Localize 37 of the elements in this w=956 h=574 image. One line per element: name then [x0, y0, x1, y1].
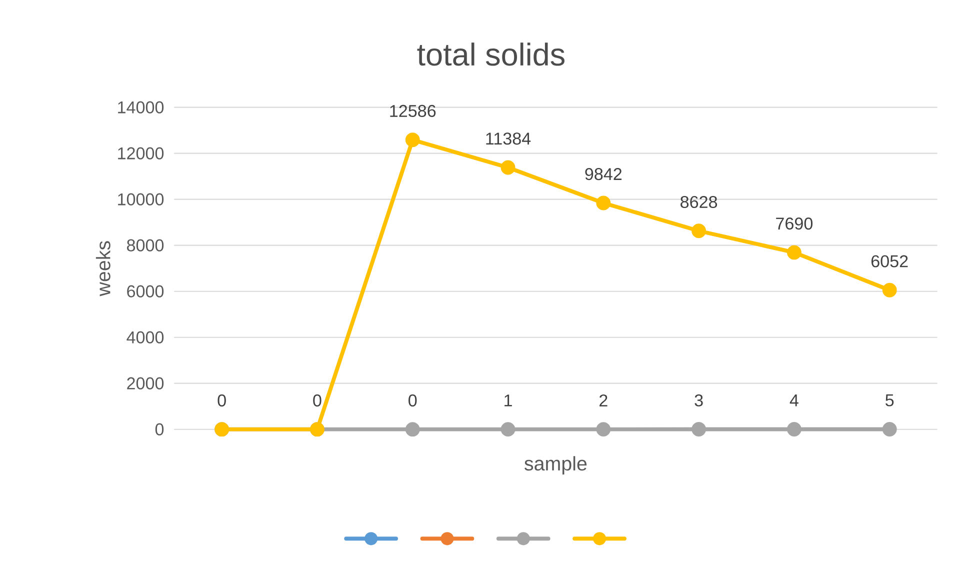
data-label: 6052: [871, 255, 908, 268]
data-label: 4: [790, 394, 798, 406]
point: [405, 422, 420, 437]
point: [596, 422, 611, 436]
chart-title: total solids: [417, 42, 564, 66]
y-axis-title: weeks: [96, 241, 110, 296]
data-label: 7690: [776, 217, 813, 230]
y-tick-label: 8000: [127, 239, 164, 252]
data-label: 9842: [585, 168, 622, 180]
data-label: 1: [504, 394, 512, 406]
point: [786, 422, 802, 436]
data-label: 5: [886, 394, 894, 406]
data-label: 0: [313, 394, 322, 406]
point: [692, 224, 706, 238]
point: [882, 282, 897, 298]
point: [405, 132, 420, 148]
data-label: 3: [694, 394, 703, 406]
y-tick-label: 0: [155, 423, 164, 436]
data-label: 0: [408, 394, 417, 406]
y-tick-label: 10000: [118, 193, 164, 206]
point: [786, 245, 802, 260]
point: [596, 196, 611, 210]
y-tick-label: 6000: [127, 285, 164, 298]
y-tick-label: 14000: [118, 101, 164, 114]
point: [882, 422, 897, 436]
data-label: 12586: [390, 104, 436, 117]
y-tick-label: 12000: [118, 147, 164, 160]
data-label: 8628: [680, 196, 718, 208]
point: [692, 422, 706, 436]
data-label: 0: [218, 394, 226, 406]
y-tick-label: 2000: [127, 377, 164, 390]
data-label: 2: [600, 394, 608, 406]
point: [500, 160, 516, 175]
x-axis-title: sample: [524, 456, 587, 474]
point: [500, 422, 516, 436]
y-tick-label: 4000: [126, 331, 164, 344]
data-label: 11384: [486, 132, 531, 145]
